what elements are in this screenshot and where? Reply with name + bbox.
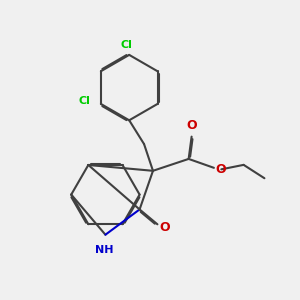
Text: O: O bbox=[159, 221, 169, 234]
Text: O: O bbox=[215, 163, 226, 176]
Text: NH: NH bbox=[95, 245, 113, 255]
Text: O: O bbox=[186, 119, 197, 132]
Text: Cl: Cl bbox=[79, 96, 91, 106]
Text: Cl: Cl bbox=[120, 40, 132, 50]
